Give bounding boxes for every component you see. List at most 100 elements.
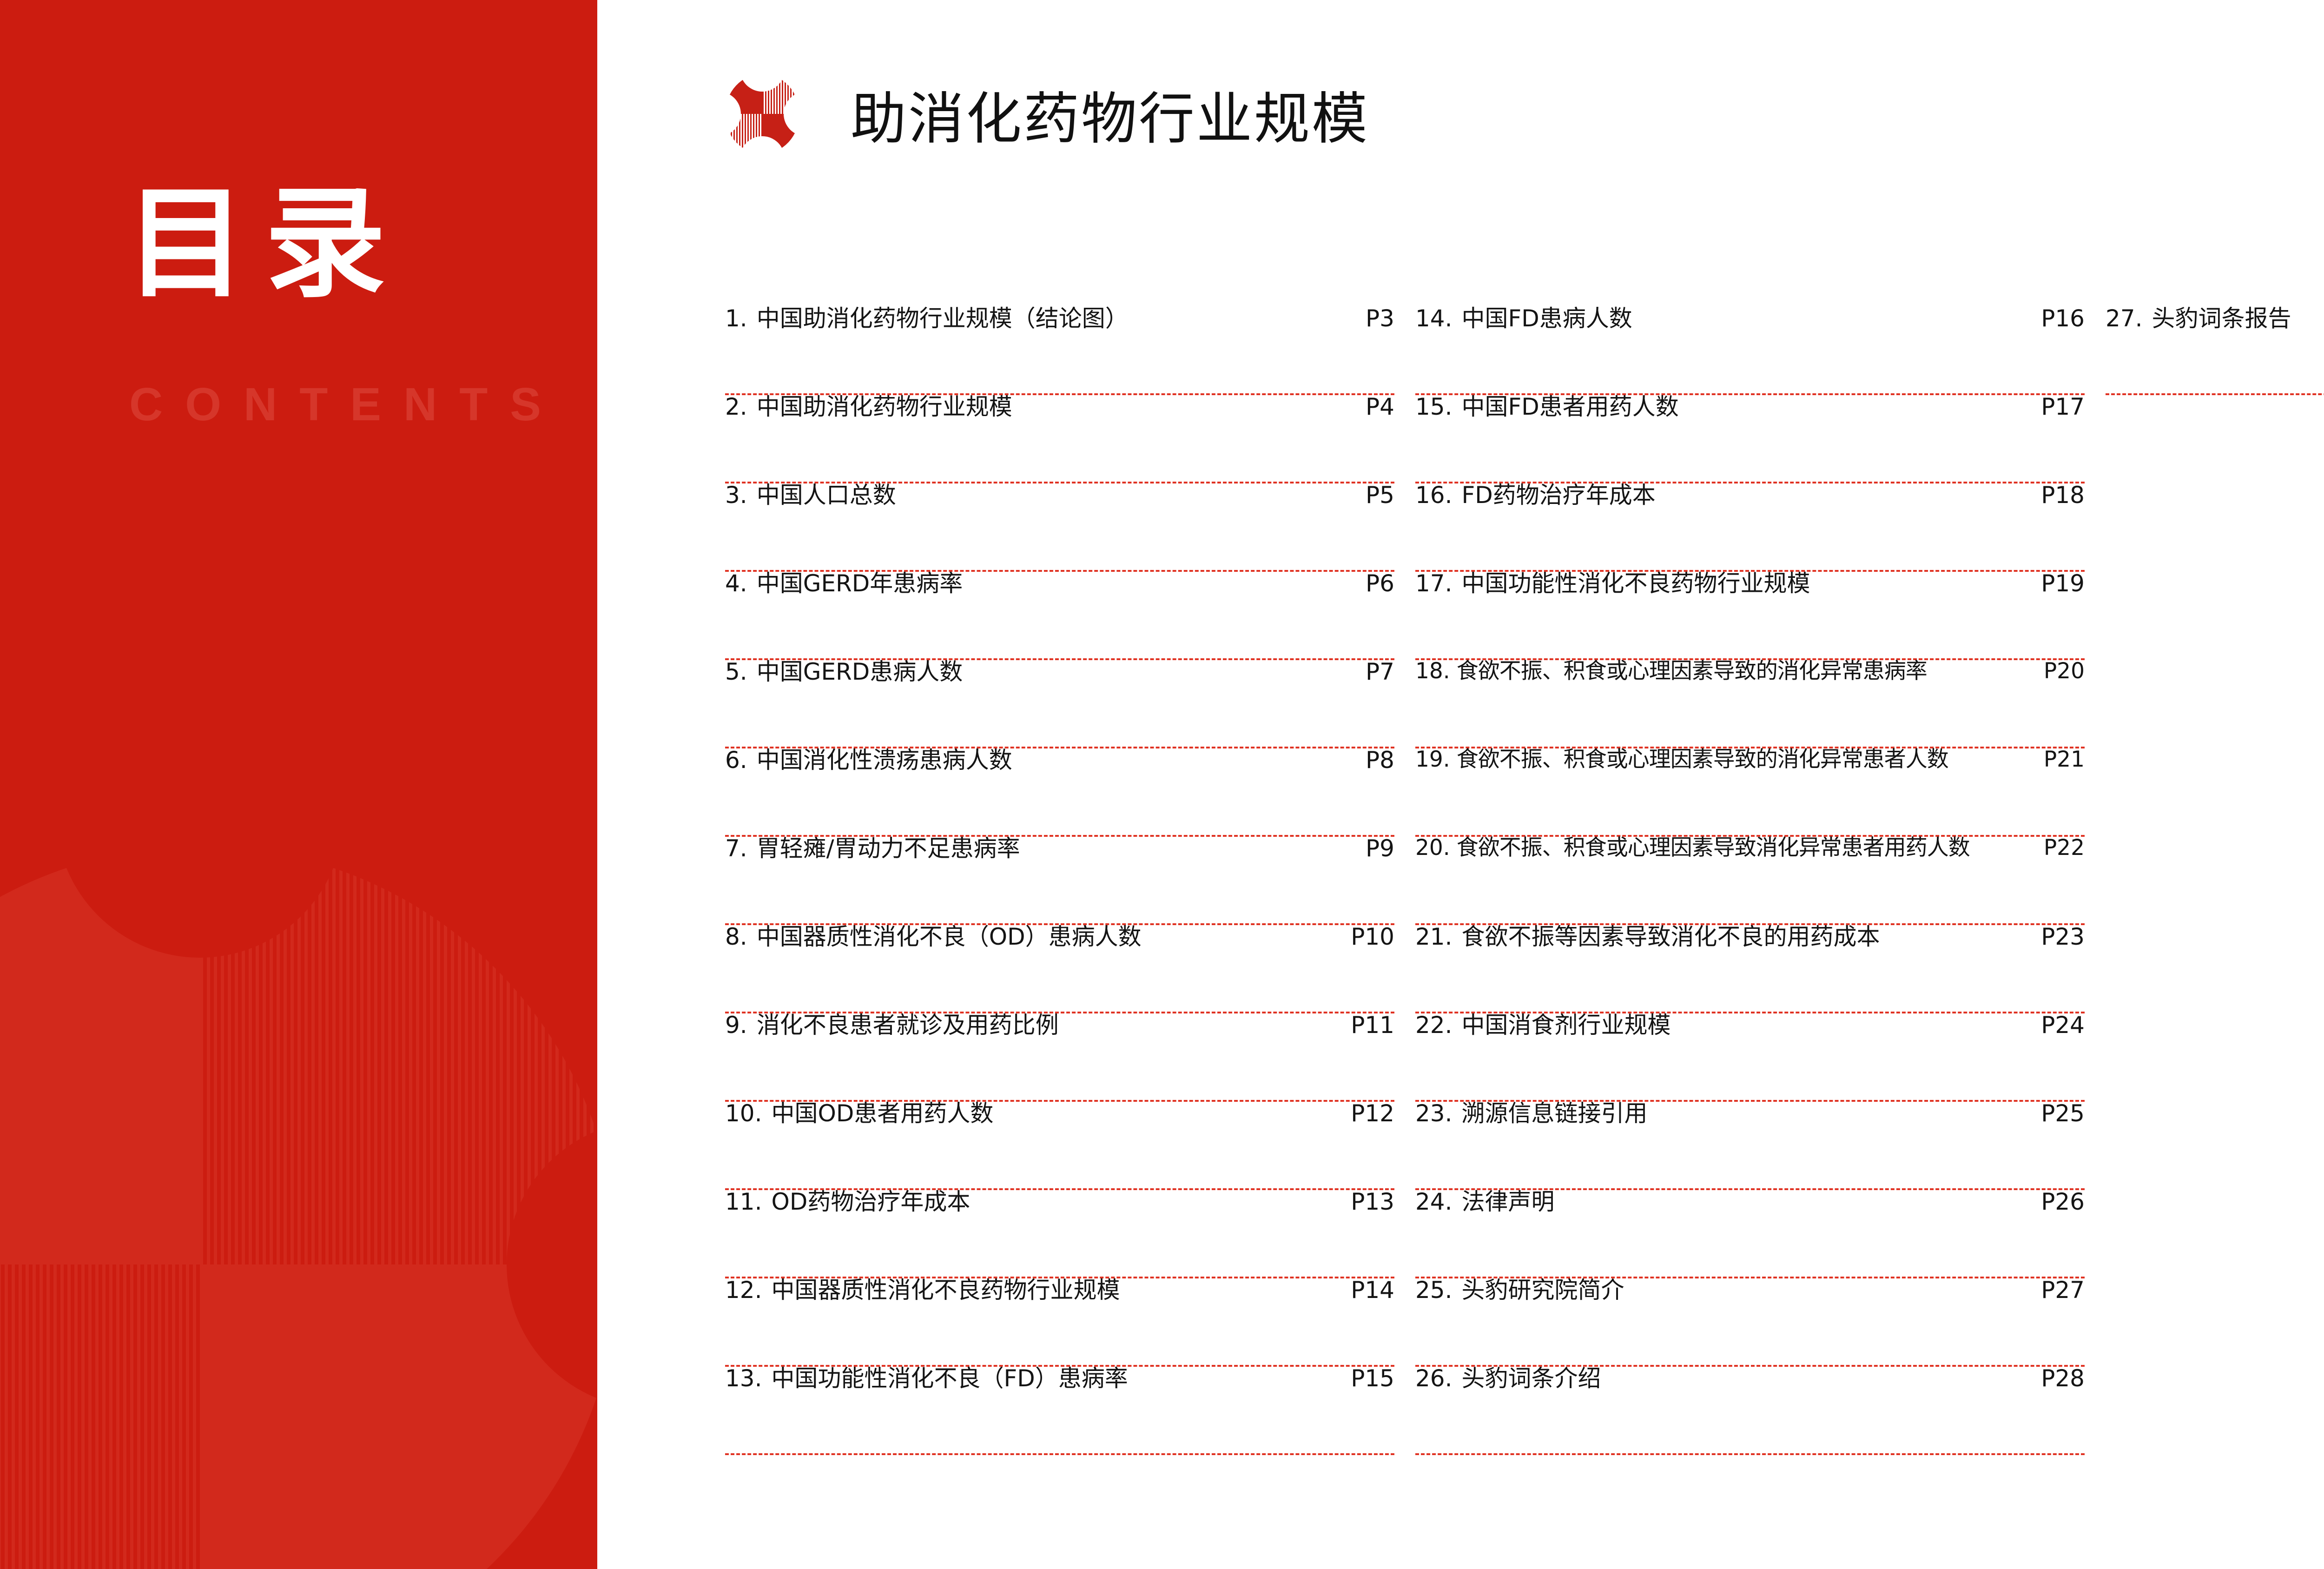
toc-entry-page-number: P6 <box>1366 570 1394 597</box>
toc-entry[interactable]: 25. 头豹研究院简介 P27 <box>1415 1278 2085 1367</box>
toc-entry-number: 8. <box>725 923 747 950</box>
toc-entry-label: 头豹研究院简介 <box>1461 1277 1624 1304</box>
toc-entry-label: 中国FD患病人数 <box>1461 305 1632 332</box>
page-header: 助消化药物行业规模 <box>696 47 1369 181</box>
toc-entry-page-number: P25 <box>2041 1100 2085 1127</box>
toc-entry-number: 16. <box>1415 482 1452 509</box>
toc-entry-label: 中国GERD患病人数 <box>756 658 963 685</box>
toc-entry-label: 法律声明 <box>1461 1188 1555 1215</box>
toc-entry[interactable]: 10. 中国OD患者用药人数 P12 <box>725 1102 1394 1190</box>
toc-entry-number: 19. <box>1415 747 1450 772</box>
toc-entry-number: 15. <box>1415 393 1452 420</box>
toc-entry-page-number: P26 <box>2041 1188 2085 1215</box>
toc-entry-number: 12. <box>725 1277 762 1304</box>
toc-entry-page-number: P19 <box>2041 570 2085 597</box>
toc-entry-page-number: P18 <box>2041 482 2085 509</box>
toc-entry-label: 食欲不振、积食或心理因素导致的消化异常患者人数 <box>1456 747 1949 772</box>
toc-entry-number: 17. <box>1415 570 1452 597</box>
toc-entry-number: 4. <box>725 570 747 597</box>
toc-entry-page-number: P5 <box>1366 482 1394 509</box>
toc-entry-page-number: P15 <box>1351 1365 1394 1392</box>
toc-entry-label: 中国助消化药物行业规模（结论图） <box>756 305 1129 332</box>
toc-entry-number: 26. <box>1415 1365 1452 1392</box>
toc-entry-label: 头豹词条报告 <box>2152 305 2291 332</box>
toc-entry-number: 5. <box>725 658 747 685</box>
toc-column-3: 27.头豹词条报告P29 <box>2106 307 2324 395</box>
toc-entry-label: 中国FD患者用药人数 <box>1461 393 1679 420</box>
toc-entry-number: 22. <box>1415 1012 1452 1039</box>
toc-entry[interactable]: 20. 食欲不振、积食或心理因素导致消化异常患者用药人数 P22 <box>1415 837 2085 925</box>
watermark-logo-decoration <box>0 669 597 1569</box>
toc-entry-label: 食欲不振、积食或心理因素导致消化异常患者用药人数 <box>1456 835 1970 861</box>
toc-entry[interactable]: 17. 中国功能性消化不良药物行业规模 P19 <box>1415 572 2085 660</box>
toc-entry-label: 中国消化性溃疡患病人数 <box>756 747 1012 774</box>
toc-entry[interactable]: 6. 中国消化性溃疡患病人数 P8 <box>725 748 1394 837</box>
toc-entry[interactable]: 15. 中国FD患者用药人数 P17 <box>1415 395 2085 483</box>
toc-entry[interactable]: 4. 中国GERD年患病率 P6 <box>725 572 1394 660</box>
page-title: 助消化药物行业规模 <box>851 87 1369 152</box>
toc-entry[interactable]: 27.头豹词条报告P29 <box>2106 307 2324 395</box>
toc-entry[interactable]: 21. 食欲不振等因素导致消化不良的用药成本 P23 <box>1415 925 2085 1013</box>
toc-entry-number: 27. <box>2106 305 2143 332</box>
toc-entry[interactable]: 2. 中国助消化药物行业规模 P4 <box>725 395 1394 483</box>
toc-entry-number: 7. <box>725 835 747 862</box>
toc-entry[interactable]: 26. 头豹词条介绍 P28 <box>1415 1367 2085 1455</box>
toc-entry-label: 消化不良患者就诊及用药比例 <box>756 1012 1059 1039</box>
toc-entry[interactable]: 12. 中国器质性消化不良药物行业规模 P14 <box>725 1278 1394 1367</box>
toc-entry-number: 14. <box>1415 305 1452 332</box>
toc-entry-label: 中国消食剂行业规模 <box>1461 1012 1671 1039</box>
toc-entry-number: 1. <box>725 305 747 332</box>
toc-entry[interactable]: 19. 食欲不振、积食或心理因素导致的消化异常患者人数 P21 <box>1415 748 2085 837</box>
toc-entry-page-number: P22 <box>2043 835 2085 861</box>
toc-entry[interactable]: 22. 中国消食剂行业规模 P24 <box>1415 1013 2085 1102</box>
toc-entry[interactable]: 14. 中国FD患病人数 P16 <box>1415 307 2085 395</box>
toc-entry-label: 中国助消化药物行业规模 <box>756 393 1012 420</box>
toc-entry-label: 中国GERD年患病率 <box>756 570 963 597</box>
toc-entry-label: 食欲不振、积食或心理因素导致的消化异常患病率 <box>1456 658 1928 684</box>
sidebar-title-english: CONTENTS <box>129 378 563 430</box>
toc-entry[interactable]: 13. 中国功能性消化不良（FD）患病率 P15 <box>725 1367 1394 1455</box>
toc-entry[interactable]: 8. 中国器质性消化不良（OD）患病人数 P10 <box>725 925 1394 1013</box>
toc-entry-number: 10. <box>725 1100 762 1127</box>
toc-entry-label: 中国功能性消化不良（FD）患病率 <box>771 1365 1128 1392</box>
toc-entry-number: 3. <box>725 482 747 509</box>
toc-entry-label: 胃轻瘫/胃动力不足患病率 <box>756 835 1020 862</box>
toc-entry-number: 25. <box>1415 1277 1452 1304</box>
toc-entry-label: 中国OD患者用药人数 <box>771 1100 994 1127</box>
toc-entry-number: 23. <box>1415 1100 1452 1127</box>
toc-entry-number: 6. <box>725 747 747 774</box>
toc-entry[interactable]: 23. 溯源信息链接引用 P25 <box>1415 1102 2085 1190</box>
toc-entry-page-number: P17 <box>2041 393 2085 420</box>
toc-entry[interactable]: 3. 中国人口总数 P5 <box>725 483 1394 572</box>
toc-entry[interactable]: 5. 中国GERD患病人数 P7 <box>725 660 1394 748</box>
toc-entry-page-number: P9 <box>1366 835 1394 862</box>
toc-entry-label: 中国功能性消化不良药物行业规模 <box>1461 570 1810 597</box>
toc-entry-page-number: P23 <box>2041 923 2085 950</box>
toc-entry-page-number: P28 <box>2041 1365 2085 1392</box>
toc-entry-number: 21. <box>1415 923 1452 950</box>
toc-entry-page-number: P3 <box>1366 305 1394 332</box>
toc-entry-label: FD药物治疗年成本 <box>1461 482 1656 509</box>
toc-entry-label: 头豹词条介绍 <box>1461 1365 1601 1392</box>
toc-entry-page-number: P4 <box>1366 393 1394 420</box>
toc-entry-label: 中国器质性消化不良（OD）患病人数 <box>756 923 1142 950</box>
toc-entry-page-number: P27 <box>2041 1277 2085 1304</box>
toc-entry[interactable]: 1. 中国助消化药物行业规模（结论图） P3 <box>725 307 1394 395</box>
toc-entry-page-number: P7 <box>1366 658 1394 685</box>
toc-entry-page-number: P14 <box>1351 1277 1394 1304</box>
toc-entry[interactable]: 16. FD药物治疗年成本 P18 <box>1415 483 2085 572</box>
toc-entry-label: 食欲不振等因素导致消化不良的用药成本 <box>1461 923 1880 950</box>
toc-entry-page-number: P13 <box>1351 1188 1394 1215</box>
toc-entry-label: 中国人口总数 <box>756 482 896 509</box>
toc-entry[interactable]: 7. 胃轻瘫/胃动力不足患病率 P9 <box>725 837 1394 925</box>
toc-entry-page-number: P24 <box>2041 1012 2085 1039</box>
toc-entry[interactable]: 9. 消化不良患者就诊及用药比例 P11 <box>725 1013 1394 1102</box>
toc-entry[interactable]: 11. OD药物治疗年成本 P13 <box>725 1190 1394 1278</box>
toc-entry-page-number: P16 <box>2041 305 2085 332</box>
toc-column-1: 1. 中国助消化药物行业规模（结论图） P3 2. 中国助消化药物行业规模 P4 3. 中国人… <box>725 307 1394 1455</box>
toc-entry-number: 11. <box>725 1188 762 1215</box>
leopard-circle-star-logo-icon <box>696 47 828 181</box>
toc-entry-number: 2. <box>725 393 747 420</box>
toc-entry[interactable]: 24. 法律声明 P26 <box>1415 1190 2085 1278</box>
toc-entry[interactable]: 18. 食欲不振、积食或心理因素导致的消化异常患病率 P20 <box>1415 660 2085 748</box>
